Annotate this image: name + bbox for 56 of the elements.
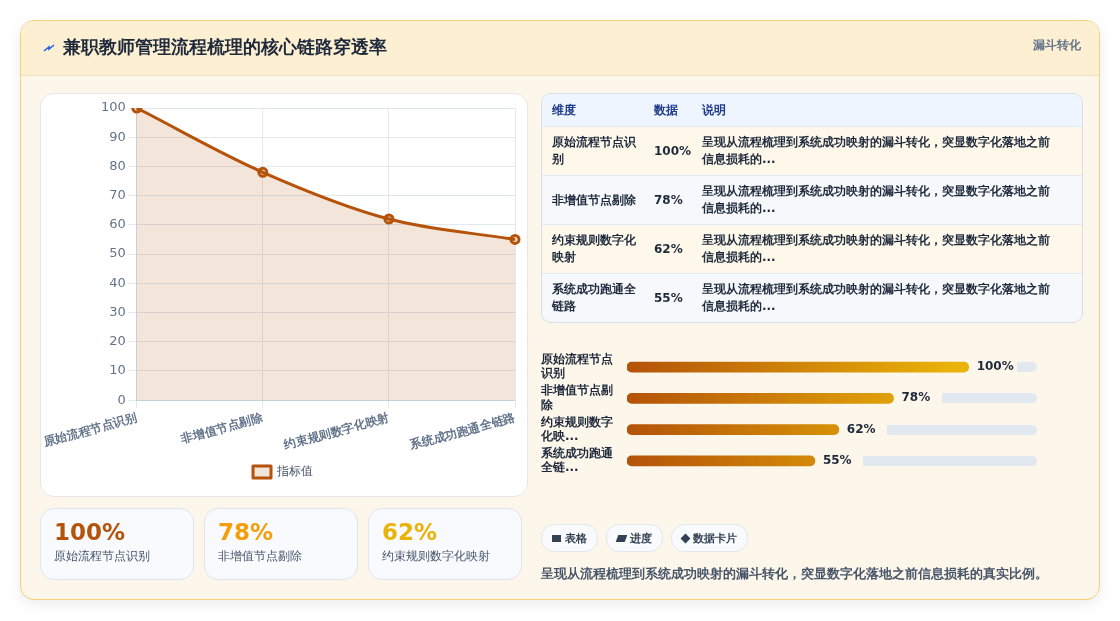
- text: 呈现从流程梳理到系统成功映射的漏斗转化，突显数字化落地之前信息损耗的...: [702, 183, 1051, 217]
- y-tick-label: 约束规则数字化映...: [540, 414, 613, 443]
- text: 呈现从流程梳理到系统成功映射的漏斗转化，突显数字化落地之前信息损耗的真实比例。: [541, 566, 1049, 583]
- data-label: 100%: [976, 359, 1014, 374]
- y-tick-label: 40: [109, 274, 126, 290]
- text: 呈现从流程梳理到系统成功映射的漏斗转化，突显数字化落地之前信息损耗的...: [702, 232, 1051, 266]
- text: 漏斗转化: [1033, 37, 1081, 54]
- y-tick-label: 0: [117, 391, 126, 407]
- y-tick-label: 50: [109, 245, 126, 261]
- y-tick-label: 非增值节点剔除: [540, 383, 613, 412]
- text: 非增值节点剔除: [551, 191, 637, 209]
- text: 62%: [654, 242, 684, 256]
- text: 62%: [382, 519, 439, 545]
- text: 呈现从流程梳理到系统成功映射的漏斗转化，突显数字化落地之前信息损耗的...: [702, 281, 1051, 315]
- text: 100%: [654, 144, 693, 158]
- y-tick-label: 80: [109, 157, 126, 173]
- x-tick-label: 系统成功跑通全链路: [407, 410, 518, 453]
- text: 55%: [654, 291, 684, 305]
- bar: [627, 361, 969, 373]
- y-tick-label: 系统成功跑通全链...: [540, 445, 614, 475]
- text: 100%: [54, 519, 127, 545]
- text: 进度: [606, 524, 663, 552]
- y-tick-label: 30: [109, 303, 126, 319]
- text: 约束规则数字化映射: [551, 232, 637, 266]
- y-tick-label: 100: [100, 99, 126, 115]
- text: 78%: [654, 193, 684, 207]
- point: [509, 233, 521, 245]
- y-tick-label: 60: [109, 216, 126, 232]
- text: 兼职教师管理流程梳理的核心链路穿透率: [63, 35, 387, 59]
- data-label: 55%: [822, 453, 852, 468]
- y-tick-label: 20: [109, 333, 126, 349]
- y-tick-label: 原始流程节点识别: [540, 351, 613, 381]
- bar: [627, 393, 894, 404]
- text: 78%: [218, 519, 275, 545]
- text: 表格: [541, 524, 598, 552]
- x-tick-label: 非增值节点剔除: [178, 410, 266, 447]
- data-label: 78%: [901, 390, 931, 405]
- text: 数据: [654, 101, 679, 119]
- y-tick-label: 70: [109, 187, 126, 203]
- text: 约束规则数字化映射: [382, 548, 491, 565]
- bar: [627, 424, 840, 435]
- bar: [627, 455, 816, 467]
- y-tick-label: 90: [109, 128, 126, 144]
- text: 说明: [702, 101, 727, 119]
- text: 维度: [551, 101, 577, 119]
- text: 非增值节点剔除: [218, 548, 303, 565]
- x-tick-label: 约束规则数字化映射: [281, 410, 391, 453]
- text: 数据卡片: [671, 524, 748, 552]
- y-tick-label: 10: [109, 362, 126, 378]
- text: 系统成功跑通全链路: [551, 281, 637, 315]
- point: [383, 213, 395, 225]
- data-label: 62%: [846, 421, 876, 436]
- text: 呈现从流程梳理到系统成功映射的漏斗转化，突显数字化落地之前信息损耗的...: [702, 134, 1051, 168]
- text: 原始流程节点识别: [54, 548, 151, 565]
- point: [257, 166, 269, 178]
- legend-label: 指标值: [276, 464, 313, 479]
